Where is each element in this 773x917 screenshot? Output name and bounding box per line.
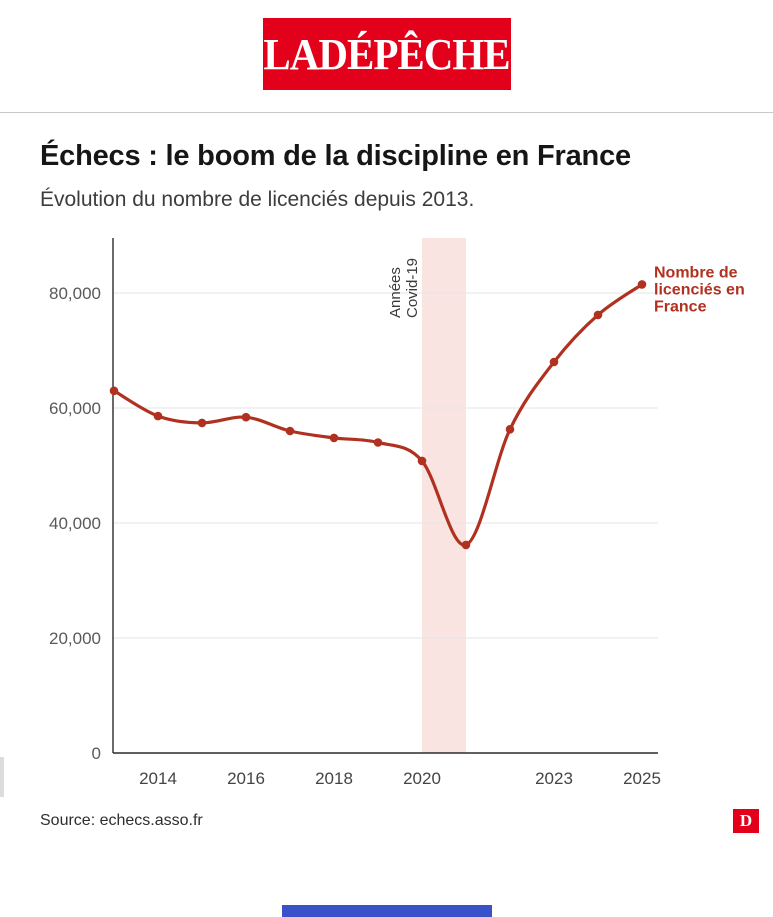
main-content: Échecs : le boom de la discipline en Fra… — [0, 137, 773, 833]
ladepeche-logo[interactable]: LA DÉPÊCHE — [262, 18, 511, 90]
data-point — [417, 456, 427, 465]
data-point — [241, 412, 251, 422]
y-tick-label: 80,000 — [49, 284, 101, 303]
data-point — [549, 357, 559, 366]
data-point — [153, 411, 163, 420]
data-point — [285, 426, 295, 435]
left-edge-artifact — [0, 757, 4, 797]
header-divider — [0, 112, 773, 113]
covid-band — [422, 237, 466, 753]
y-tick-label: 0 — [92, 744, 101, 763]
data-point — [109, 386, 119, 395]
x-tick-label: 2020 — [403, 769, 441, 788]
data-point — [373, 437, 383, 447]
x-tick-label: 2025 — [623, 769, 661, 788]
depeche-mini-logo-letter: D — [739, 810, 753, 830]
x-tick-label: 2023 — [535, 769, 573, 788]
data-point — [461, 540, 471, 549]
source-text: Source: echecs.asso.fr — [40, 811, 203, 829]
chart-svg: 0 20,000 40,000 60,000 80,000 2014 2016 2018 202… — [49, 237, 745, 788]
ladepeche-logo-text: LA DÉPÊCHE — [263, 29, 510, 79]
y-tick-label: 40,000 — [49, 514, 101, 533]
data-point — [505, 424, 515, 434]
series-label: Nombre de licenciés en France — [654, 264, 745, 315]
covid-band-label: AnnéesCovid-19 — [387, 258, 421, 318]
data-point — [329, 433, 339, 442]
data-point — [197, 418, 207, 427]
bottom-blue-bar — [281, 905, 492, 917]
line-chart: 0 20,000 40,000 60,000 80,000 2014 2016 2018 202… — [8, 228, 773, 799]
depeche-mini-logo[interactable]: D — [733, 808, 759, 833]
x-tick-label: 2018 — [315, 769, 353, 788]
data-point — [593, 310, 603, 319]
x-tick-label: 2016 — [227, 769, 265, 788]
chart-footer: Source: echecs.asso.fr D — [0, 808, 773, 833]
y-tick-label: 20,000 — [49, 629, 101, 648]
page-subtitle: Évolution du nombre de licenciés depuis … — [40, 187, 475, 211]
data-point — [637, 279, 647, 289]
x-tick-label: 2014 — [139, 769, 177, 788]
header: LA DÉPÊCHE — [0, 18, 773, 90]
page-title: Échecs : le boom de la discipline en Fra… — [40, 140, 631, 172]
y-tick-label: 60,000 — [49, 399, 101, 418]
chart-line — [112, 282, 644, 547]
